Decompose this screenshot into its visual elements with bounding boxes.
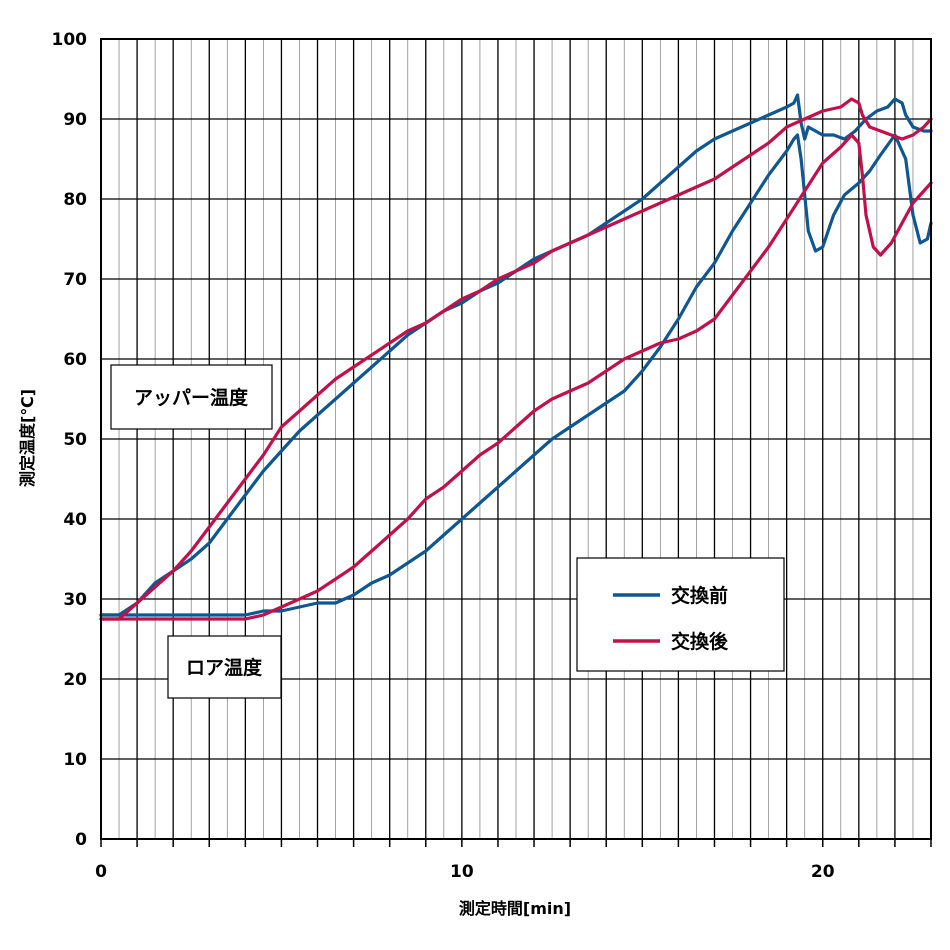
y-axis-title: 測定温度[℃] <box>18 389 37 487</box>
x-axis-title: 測定時間[min] <box>459 899 571 918</box>
y-tick-label: 70 <box>63 270 87 290</box>
plot-border <box>100 38 932 840</box>
x-tick-label: 0 <box>95 862 107 882</box>
y-tick-label: 80 <box>63 190 87 210</box>
y-tick-label: 50 <box>63 430 87 450</box>
y-tick-label: 20 <box>63 670 87 690</box>
legend-label-after: 交換後 <box>671 630 729 653</box>
legend-box <box>576 557 785 672</box>
major-gridlines <box>101 39 931 839</box>
x-tick-label: 20 <box>811 862 835 882</box>
y-tick-label: 10 <box>63 750 87 770</box>
y-tick-label: 30 <box>63 590 87 610</box>
x-tick-label: 10 <box>450 862 474 882</box>
annotation-lower: ロア温度 <box>167 635 282 699</box>
y-tick-label: 100 <box>52 30 88 50</box>
plot-frame <box>100 38 932 847</box>
annotation-lower-box <box>167 635 282 699</box>
series-line-before-lower <box>99 133 933 617</box>
y-tick-label: 60 <box>63 350 87 370</box>
series-line-after-upper <box>99 97 933 621</box>
legend: 交換前 交換後 <box>576 557 785 672</box>
annotation-upper-box <box>110 364 273 430</box>
y-tick-label: 0 <box>75 830 87 850</box>
series-lines <box>99 93 933 621</box>
y-tick-label: 40 <box>63 510 87 530</box>
annotation-upper-label: アッパー温度 <box>134 386 249 409</box>
y-tick-labels: 0 10 20 30 40 50 60 70 80 90 100 <box>52 30 88 850</box>
y-tick-label: 90 <box>63 110 87 130</box>
legend-label-before: 交換前 <box>671 584 728 607</box>
series-line-after-lower <box>99 133 933 621</box>
annotation-upper: アッパー温度 <box>110 364 273 430</box>
annotation-lower-label: ロア温度 <box>186 656 263 679</box>
x-tick-labels: 0 10 20 <box>95 862 835 882</box>
